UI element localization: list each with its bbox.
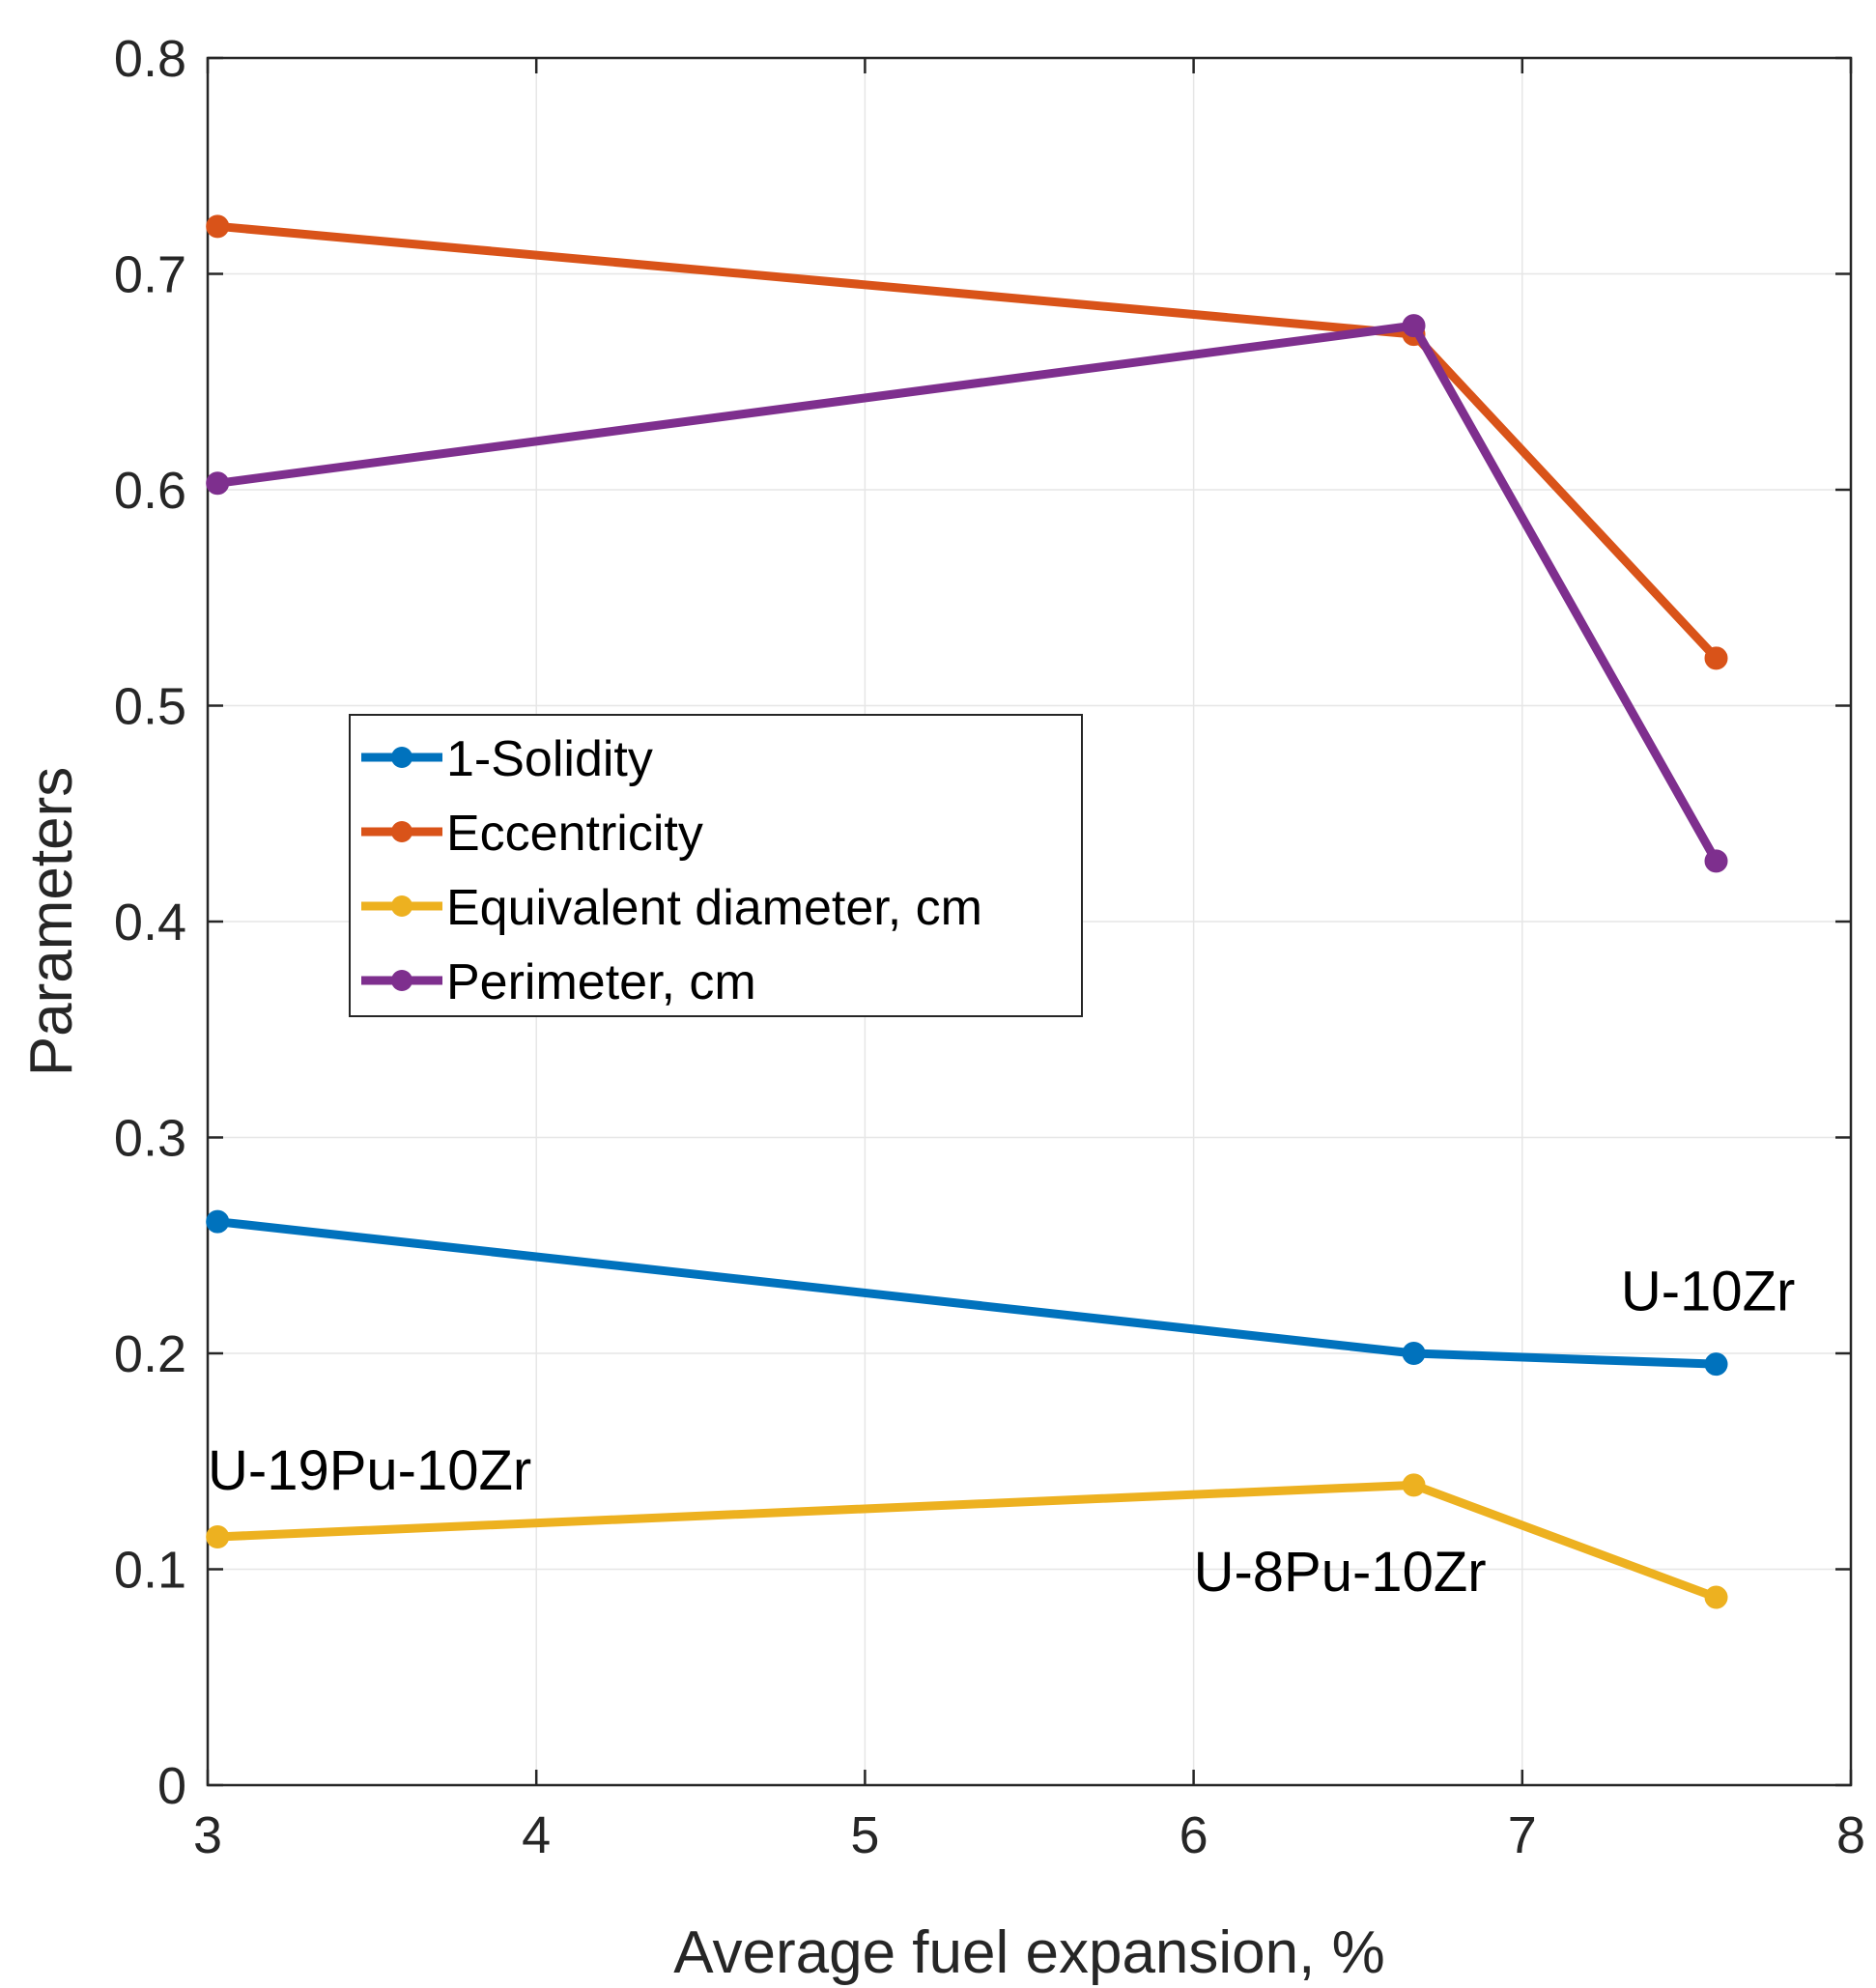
y-tick-labels: 0 0.1 0.2 0.3 0.4 0.5 0.6 0.7 0.8	[114, 30, 186, 1815]
y-tick-label: 0.4	[114, 894, 186, 951]
legend-swatch-marker	[391, 747, 412, 768]
data-point	[206, 214, 230, 239]
legend-item: Equivalent diameter, cm	[361, 880, 982, 936]
data-point	[1402, 314, 1426, 338]
legend-label: 1-Solidity	[446, 731, 653, 787]
data-point	[206, 471, 230, 496]
series-equivalent-diameter-cm	[206, 1473, 1728, 1609]
y-tick-label: 0	[157, 1757, 186, 1815]
data-point	[1704, 849, 1728, 873]
y-tick-label: 0.3	[114, 1110, 186, 1168]
legend-item: Eccentricity	[361, 806, 703, 862]
y-tick-label: 0.5	[114, 678, 186, 736]
series-perimeter-cm	[206, 314, 1728, 873]
annotation-label: U-8Pu-10Zr	[1194, 1541, 1487, 1604]
x-axis-label: Average fuel expansion, %	[673, 1919, 1384, 1986]
x-tick-label: 8	[1836, 1806, 1865, 1864]
annotations: U-10Zr U-19Pu-10Zr U-8Pu-10Zr	[208, 1260, 1795, 1604]
data-point	[1704, 646, 1728, 670]
x-tick-labels: 3 4 5 6 7 8	[193, 1806, 1865, 1864]
y-tick-label: 0.1	[114, 1542, 186, 1600]
legend-box	[349, 714, 1083, 1017]
series-1-solidity	[206, 1209, 1728, 1377]
data-point	[206, 1209, 230, 1234]
data-point	[1402, 1342, 1426, 1365]
x-tick-label: 4	[522, 1806, 551, 1864]
y-tick-label: 0.6	[114, 462, 186, 520]
x-tick-label: 6	[1180, 1806, 1208, 1864]
series	[206, 214, 1728, 1609]
data-point	[1704, 1352, 1728, 1377]
legend-label: Equivalent diameter, cm	[446, 880, 982, 936]
y-tick-label: 0.8	[114, 30, 186, 88]
y-axis-label: Parameters	[18, 767, 85, 1076]
legend: 1-Solidity Eccentricity Equivalent diamete…	[349, 714, 1083, 1017]
annotation-label: U-10Zr	[1621, 1260, 1795, 1322]
data-point	[1704, 1585, 1728, 1609]
data-point	[206, 1524, 230, 1548]
legend-label: Eccentricity	[446, 806, 703, 862]
x-tick-label: 5	[850, 1806, 879, 1864]
legend-item: 1-Solidity	[361, 731, 653, 787]
data-point	[1402, 1473, 1426, 1497]
legend-swatch-marker	[391, 970, 412, 991]
y-tick-label: 0.7	[114, 246, 186, 304]
x-tick-label: 7	[1508, 1806, 1537, 1864]
y-tick-label: 0.2	[114, 1325, 186, 1383]
annotation-label: U-19Pu-10Zr	[208, 1439, 531, 1502]
legend-label: Perimeter, cm	[446, 954, 756, 1010]
legend-swatch-marker	[391, 821, 412, 842]
plot-frame	[206, 56, 1853, 1787]
x-tick-label: 3	[193, 1806, 222, 1864]
legend-swatch-marker	[391, 895, 412, 917]
legend-item: Perimeter, cm	[361, 954, 756, 1010]
